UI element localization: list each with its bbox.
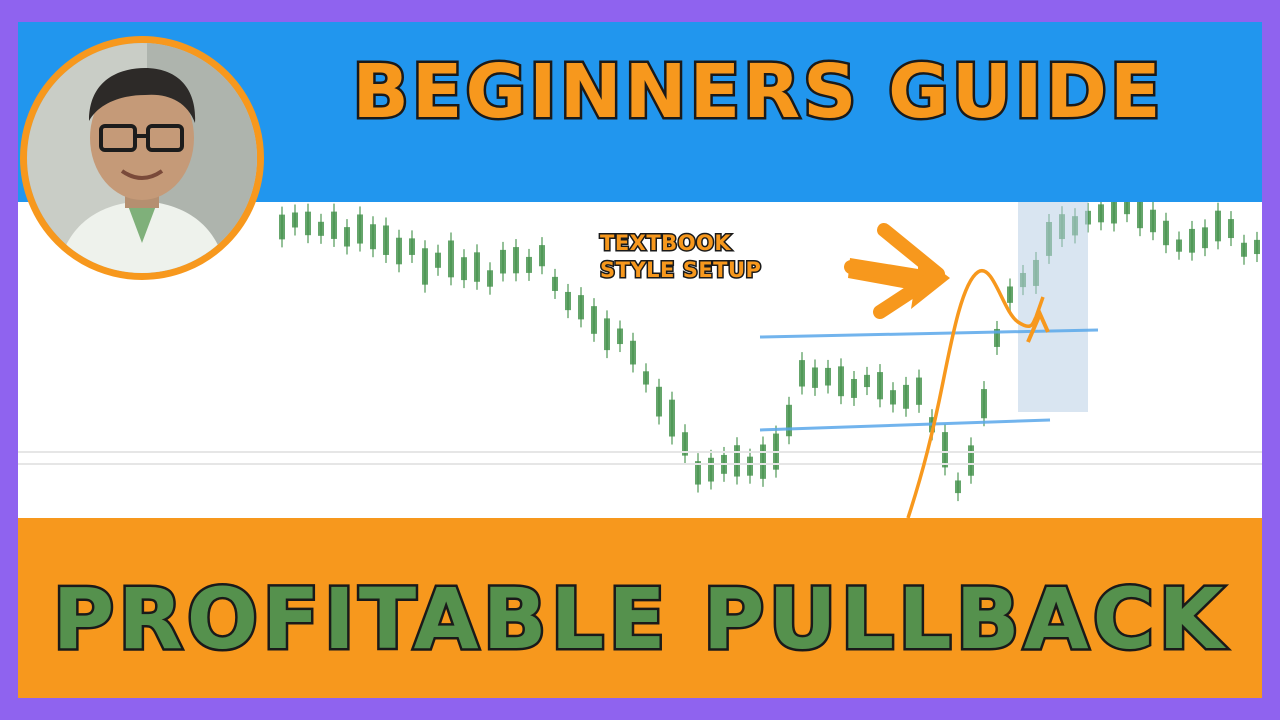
candle-body	[1163, 220, 1169, 246]
candle-body	[669, 399, 675, 437]
candle-body	[916, 377, 922, 405]
candle-body	[1254, 239, 1260, 255]
candle-body	[1202, 227, 1208, 249]
candle-body	[448, 240, 454, 278]
candle-body	[1189, 228, 1195, 253]
candle-body	[1007, 286, 1013, 303]
candle-body	[422, 248, 428, 285]
candle-body	[513, 247, 519, 274]
candle-body	[305, 211, 311, 236]
candle-body	[682, 432, 688, 456]
candle-body	[695, 461, 701, 485]
presenter-photo	[27, 43, 257, 273]
support-level-line	[759, 418, 1051, 432]
candle-body	[643, 371, 649, 385]
candle-body	[487, 270, 493, 287]
candle-body	[786, 404, 792, 437]
candle-body	[357, 214, 363, 244]
candle-body	[409, 238, 415, 255]
candle-body	[1176, 239, 1182, 252]
candle-body	[604, 318, 610, 351]
candle-body	[383, 225, 389, 255]
candle-body	[825, 367, 831, 386]
title-profitable-pullback: PROFITABLE PULLBACK	[50, 570, 1228, 668]
candle-body	[578, 295, 584, 320]
candle-body	[539, 245, 545, 267]
bottom-banner: PROFITABLE PULLBACK	[18, 518, 1262, 698]
candle-body	[890, 390, 896, 405]
candle-body	[799, 360, 805, 387]
candle-body	[591, 306, 597, 334]
presenter-avatar	[20, 36, 264, 280]
candle-body	[630, 340, 636, 365]
candle-body	[838, 366, 844, 397]
price-chart-background	[18, 202, 1262, 518]
candle-body	[500, 249, 506, 274]
candle-body	[708, 457, 714, 482]
candle-body	[279, 214, 285, 240]
callout-line-1: TEXTBOOK	[598, 230, 732, 257]
candle-body	[955, 480, 961, 494]
candle-body	[1150, 209, 1156, 233]
candle-body	[1215, 210, 1221, 242]
candle-body	[617, 328, 623, 345]
candle-body	[1241, 242, 1247, 257]
candle-body	[435, 252, 441, 268]
candle-body	[760, 444, 766, 479]
candle-body	[331, 211, 337, 239]
candle-body	[864, 374, 870, 388]
candle-body	[994, 328, 1000, 347]
title-beginners-guide: BEGINNERS GUIDE	[350, 49, 1164, 135]
callout-line-2: STYLE SETUP	[598, 257, 762, 284]
candle-body	[292, 212, 298, 228]
highlight-zone	[1018, 202, 1088, 412]
candlestick-chart	[18, 202, 1262, 518]
candle-body	[942, 432, 948, 468]
candle-body	[903, 384, 909, 409]
candle-body	[474, 252, 480, 282]
candle-body	[396, 237, 402, 265]
candle-body	[1137, 202, 1143, 229]
candle-body	[656, 386, 662, 417]
candle-body	[1228, 219, 1234, 239]
candle-body	[981, 389, 987, 419]
resistance-level-line	[759, 328, 1099, 339]
candle-body	[552, 276, 558, 291]
candle-body	[851, 378, 857, 398]
candle-body	[461, 257, 467, 281]
candle-body	[812, 367, 818, 388]
thumbnail-canvas: BEGINNERS GUIDE TEXTBOOK STYLE SETUP	[18, 22, 1262, 698]
candle-body	[734, 445, 740, 477]
candle-body	[1124, 202, 1130, 215]
moving-average-line	[906, 268, 1045, 518]
candle-body	[344, 227, 350, 247]
candle-body	[877, 372, 883, 400]
candle-body	[370, 224, 376, 250]
candle-body	[968, 445, 974, 476]
candle-body	[526, 256, 532, 273]
pullback-marker	[1026, 309, 1050, 343]
candle-body	[565, 291, 571, 311]
candle-body	[318, 221, 324, 236]
callout-text: TEXTBOOK STYLE SETUP	[598, 230, 762, 284]
candle-body	[747, 456, 753, 476]
candle-body	[1111, 202, 1117, 224]
candle-body	[1098, 204, 1104, 223]
